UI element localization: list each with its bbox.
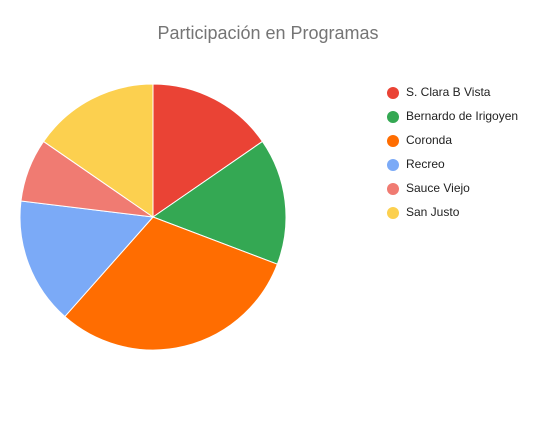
- legend-swatch: [387, 183, 399, 195]
- legend-swatch: [387, 207, 399, 219]
- pie-slice: [152, 83, 264, 218]
- legend-label: San Justo: [406, 205, 460, 219]
- legend-label: Sauce Viejo: [406, 181, 470, 195]
- pie-slice: [19, 200, 155, 318]
- legend-label: Coronda: [406, 133, 452, 147]
- legend-label: S. Clara B Vista: [406, 85, 491, 99]
- legend-swatch: [387, 87, 399, 99]
- legend-swatch: [387, 159, 399, 171]
- legend-label: Recreo: [406, 157, 445, 171]
- legend-swatch: [387, 111, 399, 123]
- pie-slice: [64, 216, 279, 351]
- legend-swatch: [387, 135, 399, 147]
- chart-title: Participación en Programas: [157, 23, 378, 43]
- pie-slice: [42, 83, 154, 218]
- pie-slice: [151, 140, 287, 265]
- legend-label: Bernardo de Irigoyen: [406, 109, 518, 123]
